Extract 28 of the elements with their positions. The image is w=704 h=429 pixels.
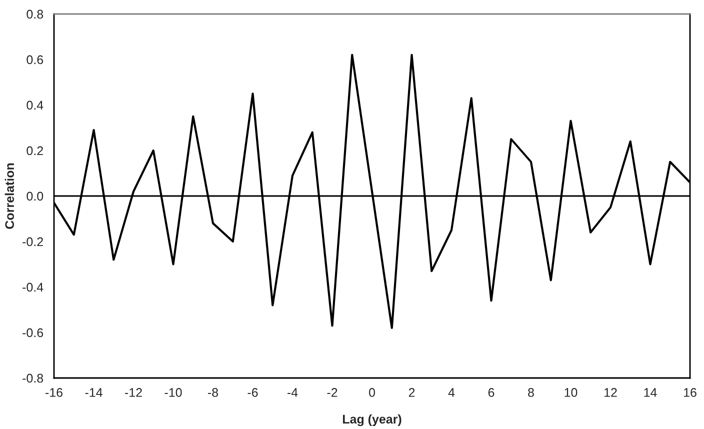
x-tick-label: -2 xyxy=(327,388,338,397)
y-tick-label: -0.4 xyxy=(22,282,44,292)
y-tick-label: 0.0 xyxy=(26,192,44,201)
y-tick-label: -0.2 xyxy=(22,237,43,246)
x-tick-label: 14 xyxy=(644,388,657,397)
x-tick-label: 2 xyxy=(408,388,415,397)
y-axis-title: Correlation xyxy=(4,163,14,229)
x-tick-label: 10 xyxy=(564,388,578,397)
x-tick-label: 6 xyxy=(488,388,494,397)
y-tick-label: 0.2 xyxy=(26,146,43,156)
y-tick-label: 0.4 xyxy=(26,100,44,110)
x-tick-label: -10 xyxy=(164,388,182,397)
y-tick-label: 0.6 xyxy=(26,55,44,64)
x-tick-label: 12 xyxy=(604,388,617,397)
x-tick-label: -12 xyxy=(125,388,142,397)
x-axis-title: Lag (year) xyxy=(342,414,402,426)
x-tick-label: -8 xyxy=(208,388,218,397)
y-tick-label: -0.6 xyxy=(22,328,44,338)
y-tick-label: -0.8 xyxy=(22,374,44,383)
x-tick-label: -16 xyxy=(46,388,62,397)
x-tick-label: -14 xyxy=(85,388,102,397)
x-tick-label: 8 xyxy=(528,388,534,397)
y-tick-label: 0.8 xyxy=(26,10,44,19)
x-tick-label: 4 xyxy=(448,388,455,397)
x-tick-label: -4 xyxy=(288,388,298,397)
x-tick-label: 16 xyxy=(684,388,696,397)
x-tick-label: 0 xyxy=(369,388,375,397)
x-tick-label: -6 xyxy=(248,388,258,397)
